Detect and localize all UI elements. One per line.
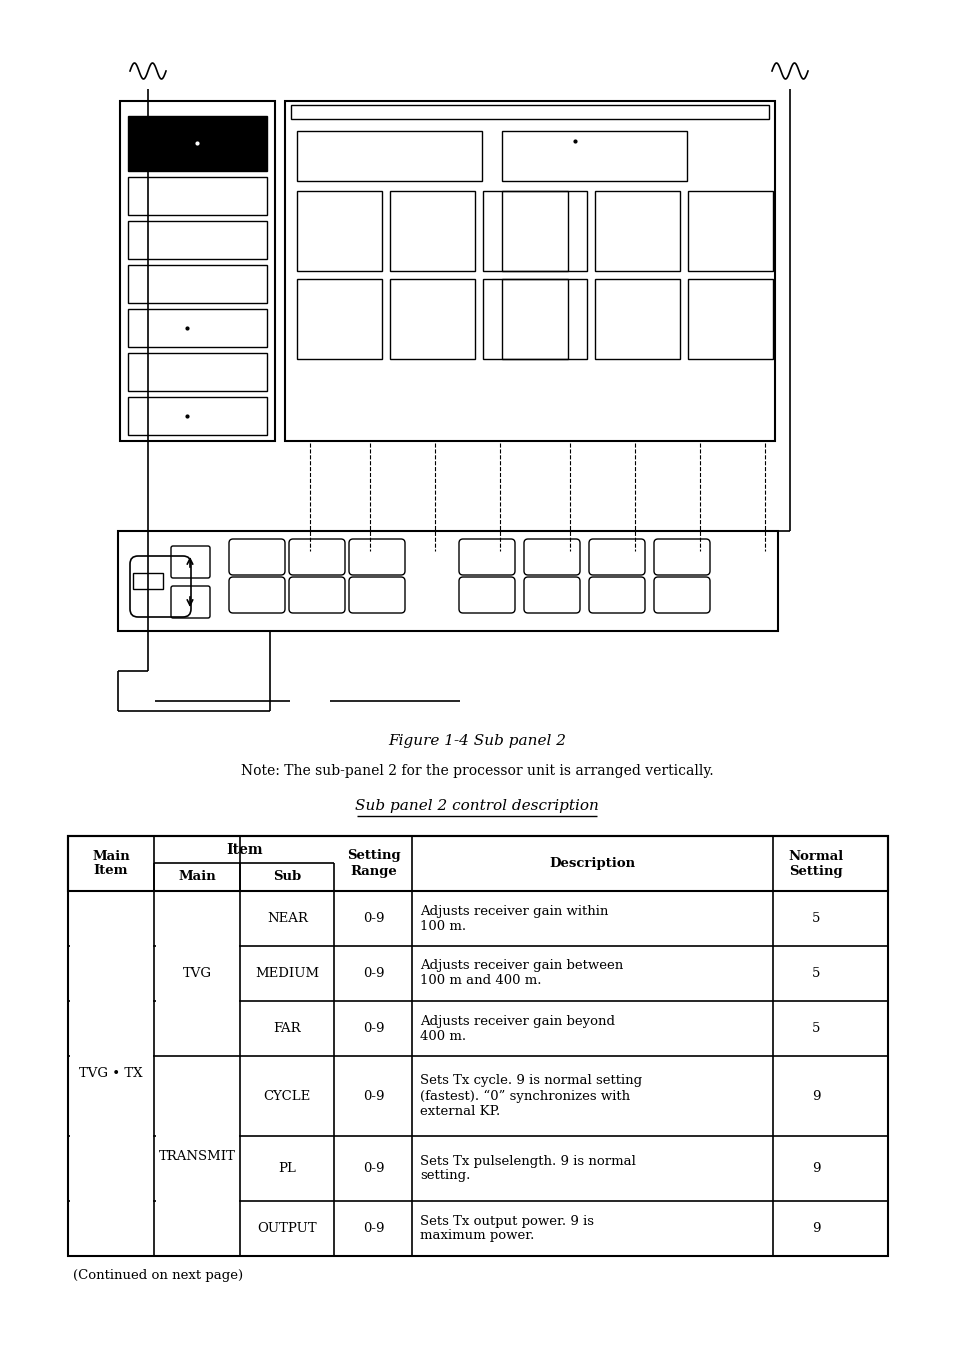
Text: 0-9: 0-9 [362, 912, 384, 925]
Bar [595, 190, 679, 272]
Text: Item: Item [226, 843, 262, 857]
Bar [482, 280, 567, 359]
Bar [501, 280, 586, 359]
Text: OUTPUT: OUTPUT [257, 1223, 316, 1235]
Bar [482, 190, 567, 272]
Text: Setting
Range: Setting Range [346, 850, 400, 878]
Bar [291, 105, 768, 119]
Text: PL: PL [278, 1162, 296, 1175]
Text: 9: 9 [811, 1089, 820, 1102]
Text: FAR: FAR [274, 1021, 301, 1035]
Text: 9: 9 [811, 1223, 820, 1235]
Bar [128, 177, 267, 215]
Text: NEAR: NEAR [267, 912, 308, 925]
Text: TRANSMIT: TRANSMIT [158, 1150, 235, 1162]
Text: 5: 5 [811, 967, 820, 979]
Bar [687, 280, 772, 359]
Bar [128, 397, 267, 435]
Bar [296, 280, 381, 359]
Text: 0-9: 0-9 [362, 1223, 384, 1235]
Bar [296, 131, 481, 181]
Text: (Continued on next page): (Continued on next page) [73, 1270, 243, 1282]
Bar [501, 190, 586, 272]
Bar [68, 836, 887, 1256]
Bar [132, 573, 163, 589]
Text: MEDIUM: MEDIUM [255, 967, 319, 979]
Text: Main: Main [178, 870, 215, 884]
Text: Figure 1-4 Sub panel 2: Figure 1-4 Sub panel 2 [388, 734, 565, 748]
Bar [128, 265, 267, 303]
Bar [120, 101, 274, 440]
Bar [595, 280, 679, 359]
Text: Sub panel 2 control description: Sub panel 2 control description [355, 798, 598, 813]
Text: CYCLE: CYCLE [263, 1089, 311, 1102]
Text: Adjusts receiver gain beyond
400 m.: Adjusts receiver gain beyond 400 m. [420, 1015, 615, 1043]
Text: TVG • TX: TVG • TX [79, 1067, 143, 1079]
Text: 0-9: 0-9 [362, 967, 384, 979]
Text: TVG: TVG [182, 967, 212, 979]
Bar [118, 531, 778, 631]
Bar [390, 280, 475, 359]
Text: 5: 5 [811, 912, 820, 925]
Text: Main
Item: Main Item [92, 850, 130, 878]
Bar [390, 190, 475, 272]
Text: Sub: Sub [273, 870, 301, 884]
Text: Normal
Setting: Normal Setting [788, 850, 843, 878]
Bar [501, 131, 686, 181]
Text: Sets Tx pulselength. 9 is normal
setting.: Sets Tx pulselength. 9 is normal setting… [420, 1155, 636, 1182]
Text: Note: The sub-panel 2 for the processor unit is arranged vertically.: Note: The sub-panel 2 for the processor … [240, 765, 713, 778]
Bar [68, 836, 887, 892]
Bar [128, 309, 267, 347]
Text: Sets Tx cycle. 9 is normal setting
(fastest). “0” synchronizes with
external KP.: Sets Tx cycle. 9 is normal setting (fast… [420, 1074, 642, 1117]
Bar [285, 101, 774, 440]
Text: Adjusts receiver gain between
100 m and 400 m.: Adjusts receiver gain between 100 m and … [420, 959, 623, 988]
Text: 0-9: 0-9 [362, 1162, 384, 1175]
Bar [128, 116, 267, 172]
Text: Sets Tx output power. 9 is
maximum power.: Sets Tx output power. 9 is maximum power… [420, 1215, 594, 1243]
Text: 0-9: 0-9 [362, 1089, 384, 1102]
Bar [687, 190, 772, 272]
Bar [128, 222, 267, 259]
Text: Adjusts receiver gain within
100 m.: Adjusts receiver gain within 100 m. [420, 905, 608, 932]
Bar [296, 190, 381, 272]
Bar [128, 353, 267, 390]
Text: Description: Description [549, 857, 636, 870]
Text: 5: 5 [811, 1021, 820, 1035]
Text: 9: 9 [811, 1162, 820, 1175]
Text: 0-9: 0-9 [362, 1021, 384, 1035]
